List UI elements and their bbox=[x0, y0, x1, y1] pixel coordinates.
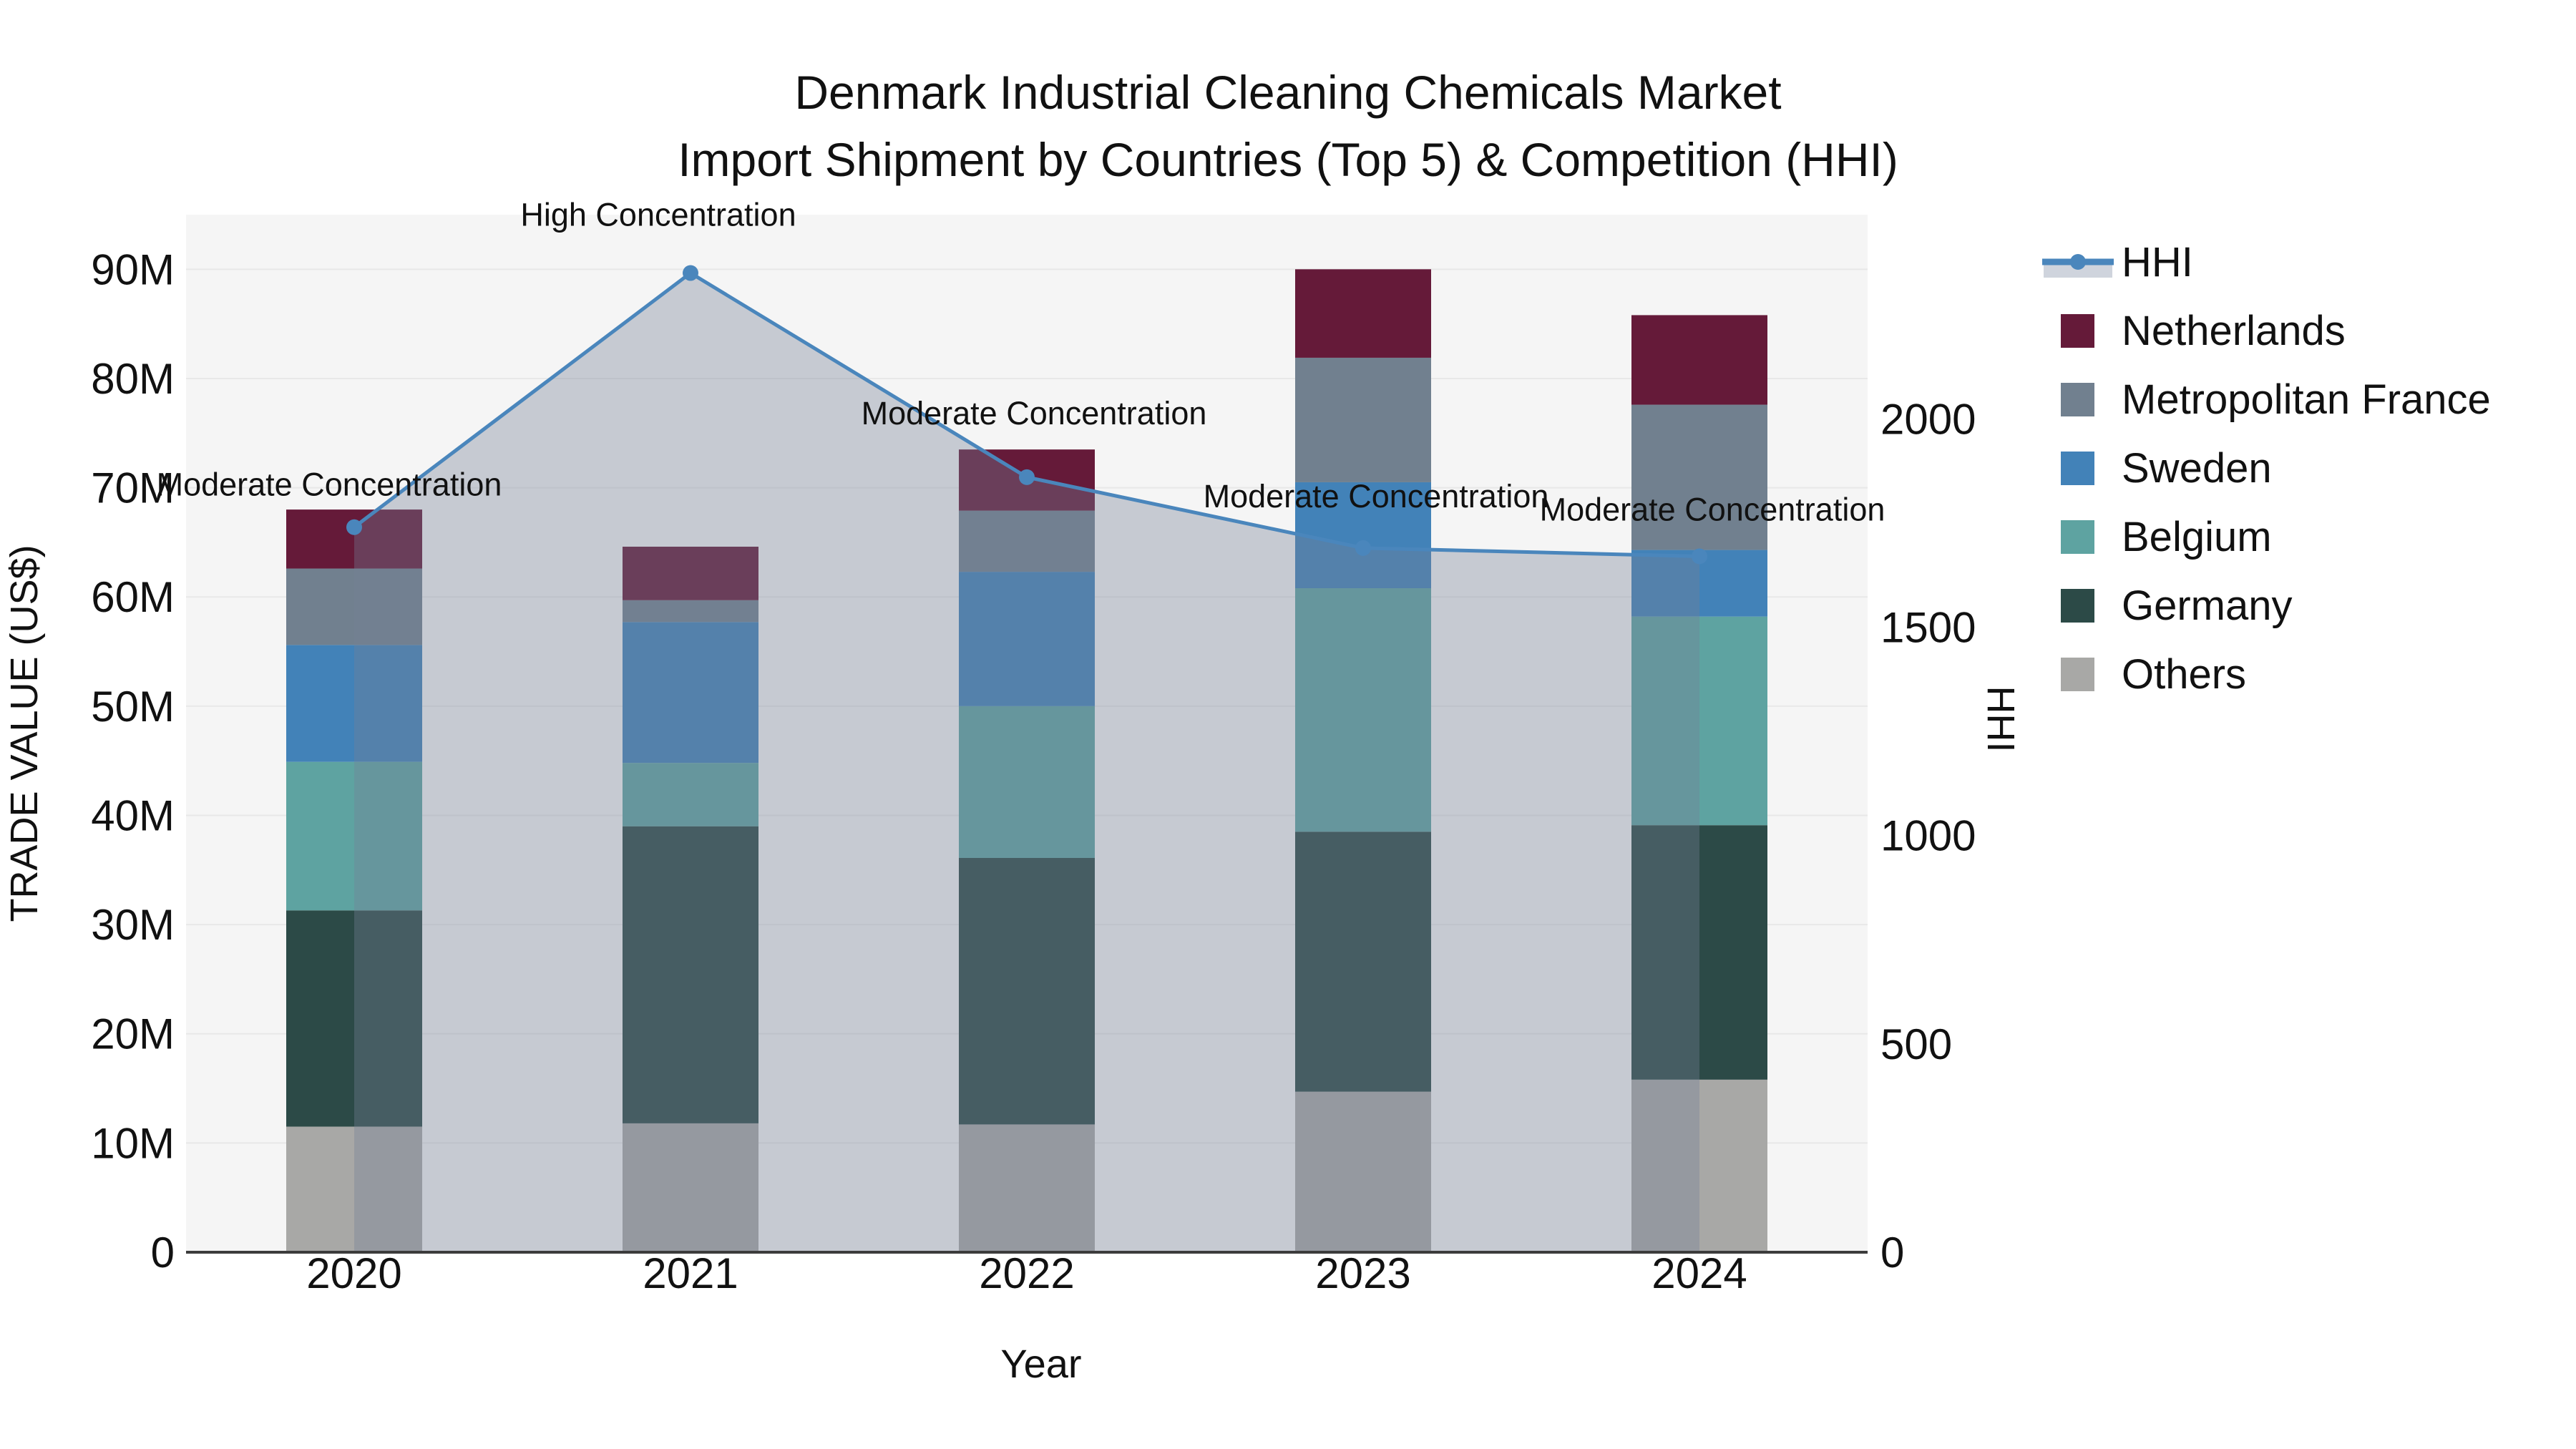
bar-segment-netherlands-2023 bbox=[1295, 269, 1431, 358]
x-tick-2022: 2022 bbox=[979, 1249, 1074, 1297]
bar-segment-others-2024 bbox=[1631, 1079, 1767, 1252]
legend-label: HHI bbox=[2122, 239, 2193, 286]
annotation-2024: Moderate Concentration bbox=[1540, 491, 1885, 527]
annotation-2021: High Concentration bbox=[520, 196, 796, 233]
legend: HHI Netherlands Metropolitan France Sweden B… bbox=[2042, 239, 2491, 698]
bar-segment-belgium-2024 bbox=[1631, 616, 1767, 826]
bar-segment-others-2021 bbox=[623, 1123, 758, 1252]
y-left-tick-90: 90M bbox=[91, 245, 175, 293]
x-tick-2021: 2021 bbox=[643, 1249, 738, 1297]
y-axis-title-right: HHI bbox=[1979, 686, 2022, 753]
bar-segment-germany-2020 bbox=[286, 910, 422, 1127]
bar-segment-metropolitan-france-2023 bbox=[1295, 357, 1431, 482]
legend-label: Belgium bbox=[2122, 514, 2272, 560]
legend-swatch-metropolitan-france bbox=[2061, 383, 2094, 416]
bar-segment-netherlands-2021 bbox=[623, 547, 758, 600]
y-left-tick-10: 10M bbox=[91, 1119, 175, 1167]
chart-title-line1: Denmark Industrial Cleaning Chemicals Ma… bbox=[794, 66, 1781, 119]
y-right-tick-1000: 1000 bbox=[1880, 812, 1976, 860]
hhi-marker-2023 bbox=[1355, 540, 1371, 556]
annotation-2020: Moderate Concentration bbox=[157, 466, 502, 502]
y-left-tick-30: 30M bbox=[91, 901, 175, 949]
y-right-tick-0: 0 bbox=[1880, 1229, 1904, 1277]
y-right-tick-1500: 1500 bbox=[1880, 604, 1976, 652]
legend-label: Netherlands bbox=[2122, 308, 2346, 354]
bar-segment-others-2023 bbox=[1295, 1091, 1431, 1252]
hhi-marker-2021 bbox=[683, 265, 698, 281]
bar-segment-sweden-2022 bbox=[959, 572, 1095, 706]
y-left-tick-80: 80M bbox=[91, 355, 175, 403]
legend-label: Others bbox=[2122, 651, 2246, 698]
bar-segment-metropolitan-france-2022 bbox=[959, 510, 1095, 572]
annotation-2022: Moderate Concentration bbox=[862, 395, 1207, 431]
y-left-tick-0: 0 bbox=[151, 1229, 175, 1277]
bar-segment-netherlands-2024 bbox=[1631, 315, 1767, 405]
legend-swatch-sweden bbox=[2061, 452, 2094, 485]
y-left-tick-40: 40M bbox=[91, 791, 175, 839]
legend-swatch-germany bbox=[2061, 589, 2094, 623]
bar-segment-belgium-2021 bbox=[623, 763, 758, 826]
legend-item-netherlands[interactable]: Netherlands bbox=[2061, 308, 2346, 354]
bar-segment-sweden-2023 bbox=[1295, 482, 1431, 588]
bars-layer bbox=[286, 269, 1767, 1252]
chart-title-line2: Import Shipment by Countries (Top 5) & C… bbox=[678, 133, 1898, 186]
legend-item-germany[interactable]: Germany bbox=[2061, 582, 2293, 629]
y-left-tick-60: 60M bbox=[91, 573, 175, 621]
legend-item-sweden[interactable]: Sweden bbox=[2061, 445, 2272, 492]
bar-segment-sweden-2020 bbox=[286, 645, 422, 762]
y-right-tick-2000: 2000 bbox=[1880, 395, 1976, 443]
x-tick-2020: 2020 bbox=[306, 1249, 401, 1297]
x-axis-title: Year bbox=[1000, 1341, 1081, 1386]
annotations-layer: Moderate Concentration High Concentration… bbox=[157, 196, 1885, 527]
bar-segment-metropolitan-france-2024 bbox=[1631, 404, 1767, 550]
legend-swatch-netherlands bbox=[2061, 314, 2094, 348]
y-axis-title-left: TRADE VALUE (US$) bbox=[3, 545, 46, 922]
y-right-tick-500: 500 bbox=[1880, 1020, 1952, 1068]
x-tick-2024: 2024 bbox=[1652, 1249, 1747, 1297]
legend-label: Sweden bbox=[2122, 445, 2272, 492]
bar-segment-germany-2023 bbox=[1295, 831, 1431, 1092]
bar-segment-sweden-2021 bbox=[623, 622, 758, 763]
hhi-marker-2022 bbox=[1019, 469, 1035, 485]
bar-segment-others-2020 bbox=[286, 1126, 422, 1252]
legend-hhi-marker-sample bbox=[2070, 254, 2086, 270]
legend-label: Metropolitan France bbox=[2122, 376, 2491, 423]
bar-segment-belgium-2022 bbox=[959, 706, 1095, 858]
annotation-2023: Moderate Concentration bbox=[1204, 478, 1549, 514]
tick-labels-layer: 0 10M 20M 30M 40M 50M 60M 70M 80M 90M 0 500 1000 1500… bbox=[91, 245, 1976, 1297]
bar-segment-germany-2024 bbox=[1631, 825, 1767, 1080]
legend-label: Germany bbox=[2122, 582, 2293, 629]
hhi-area-fill bbox=[354, 273, 1699, 1252]
legend-item-others[interactable]: Others bbox=[2061, 651, 2246, 698]
legend-swatch-belgium bbox=[2061, 520, 2094, 554]
bar-segment-germany-2021 bbox=[623, 826, 758, 1123]
bar-segment-metropolitan-france-2020 bbox=[286, 568, 422, 645]
hhi-line-layer bbox=[346, 265, 1707, 565]
hhi-marker-2024 bbox=[1692, 548, 1707, 565]
bar-segment-metropolitan-france-2021 bbox=[623, 600, 758, 623]
y-left-tick-70: 70M bbox=[91, 464, 175, 512]
bar-segment-belgium-2020 bbox=[286, 761, 422, 911]
hhi-marker-2020 bbox=[346, 519, 362, 535]
legend-swatch-others bbox=[2061, 658, 2094, 691]
y-left-tick-20: 20M bbox=[91, 1010, 175, 1058]
bar-segment-others-2022 bbox=[959, 1124, 1095, 1252]
legend-item-hhi[interactable]: HHI bbox=[2042, 239, 2193, 286]
legend-item-metropolitan-france[interactable]: Metropolitan France bbox=[2061, 376, 2491, 423]
x-tick-2023: 2023 bbox=[1315, 1249, 1410, 1297]
bar-segment-belgium-2023 bbox=[1295, 588, 1431, 832]
y-left-tick-50: 50M bbox=[91, 683, 175, 731]
bar-segment-germany-2022 bbox=[959, 858, 1095, 1125]
hhi-area-layer bbox=[354, 273, 1699, 1252]
legend-item-belgium[interactable]: Belgium bbox=[2061, 514, 2272, 560]
